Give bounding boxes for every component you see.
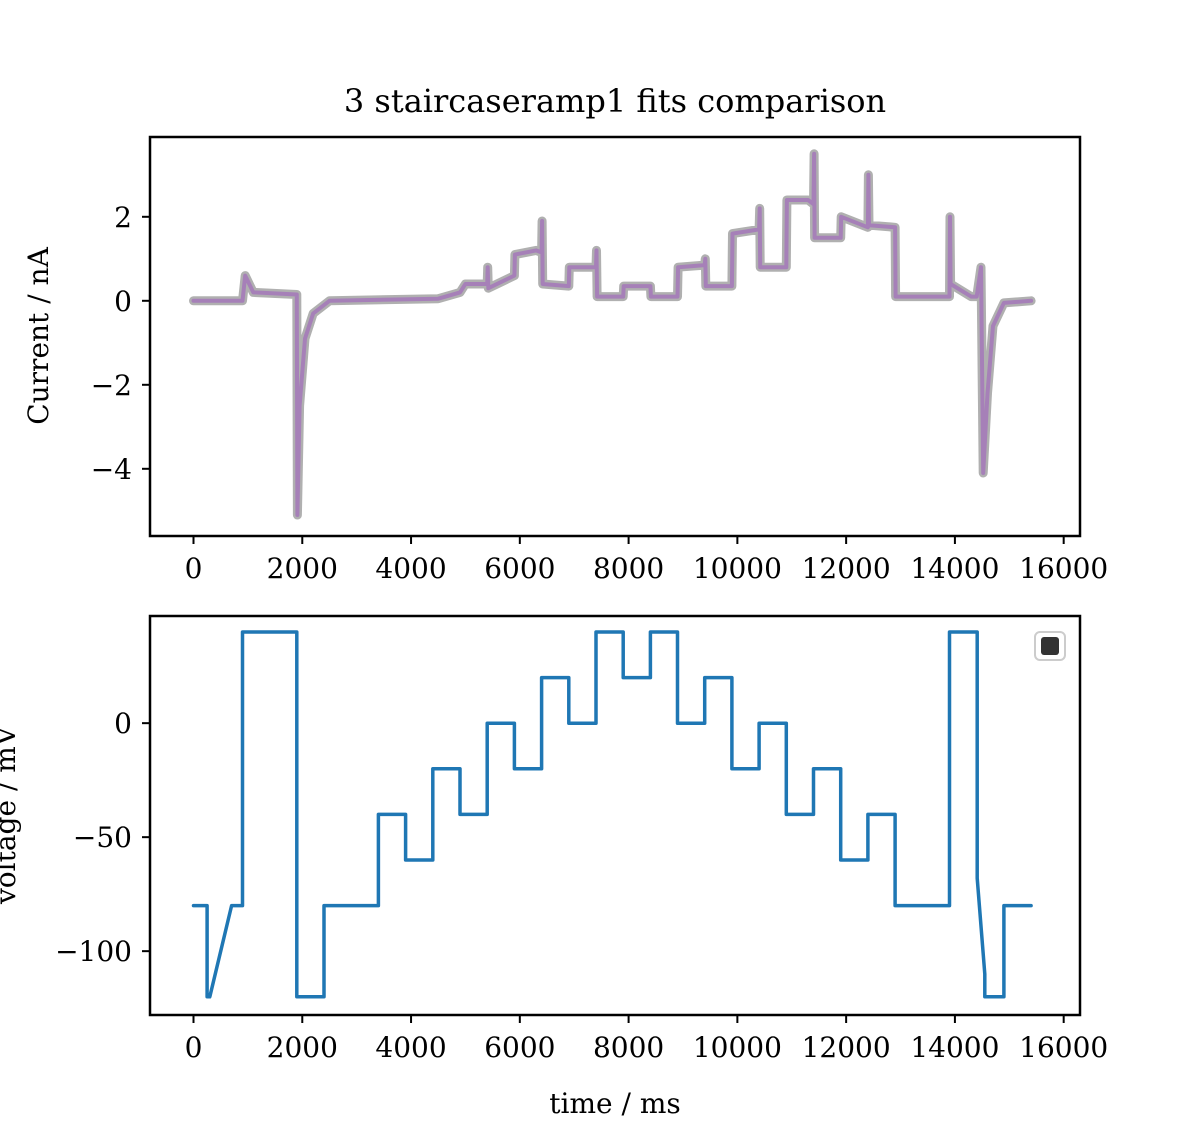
voltage-y-tick-label: −100 <box>55 935 132 968</box>
current-x-tick-label: 12000 <box>802 552 891 585</box>
current-y-axis-label: Current / nA <box>22 246 55 424</box>
current-y-ticks: −4 −2 0 2 <box>91 201 150 486</box>
chart-title: 3 staircaseramp1 fits comparison <box>344 82 886 120</box>
voltage-panel: 0 2000 4000 6000 8000 10000 12000 14000 16000 −1… <box>0 614 1108 1120</box>
current-y-tick-label: −4 <box>91 453 132 486</box>
voltage-x-ticks: 0 2000 4000 6000 8000 10000 12000 14000 16000 <box>185 1015 1108 1064</box>
voltage-axes-frame <box>148 614 1082 1017</box>
voltage-x-tick-label: 10000 <box>693 1031 782 1064</box>
voltage-x-tick-label: 6000 <box>484 1031 555 1064</box>
voltage-x-tick-label: 14000 <box>910 1031 999 1064</box>
current-y-tick-label: −2 <box>91 369 132 402</box>
voltage-x-tick-label: 12000 <box>802 1031 891 1064</box>
current-y-tick-label: 0 <box>114 285 132 318</box>
voltage-x-axis-label: time / ms <box>549 1087 680 1120</box>
current-series-line-0 <box>189 149 1036 520</box>
voltage-x-tick-label: 4000 <box>375 1031 446 1064</box>
voltage-series-line-0 <box>191 630 1033 999</box>
voltage-y-axis-label: voltage / mV <box>0 725 22 905</box>
current-panel: 0 2000 4000 6000 8000 10000 12000 14000 16000 −4… <box>22 135 1108 585</box>
legend-swatch <box>1041 637 1059 655</box>
current-x-tick-label: 0 <box>185 552 203 585</box>
current-plot-area <box>189 149 1036 520</box>
current-x-tick-label: 2000 <box>267 552 338 585</box>
current-x-tick-label: 8000 <box>593 552 664 585</box>
current-x-tick-label: 10000 <box>693 552 782 585</box>
current-x-tick-label: 4000 <box>375 552 446 585</box>
voltage-x-tick-label: 2000 <box>267 1031 338 1064</box>
voltage-x-tick-label: 8000 <box>593 1031 664 1064</box>
current-axes-frame <box>148 135 1082 538</box>
voltage-x-tick-label: 16000 <box>1019 1031 1108 1064</box>
current-series-line-1 <box>191 151 1034 517</box>
voltage-plot-area <box>191 630 1033 999</box>
voltage-y-ticks: −100 −50 0 <box>55 707 150 968</box>
current-x-ticks: 0 2000 4000 6000 8000 10000 12000 14000 16000 <box>185 536 1108 585</box>
legend <box>1034 631 1066 661</box>
voltage-y-tick-label: 0 <box>114 707 132 740</box>
voltage-y-tick-label: −50 <box>73 821 132 854</box>
current-x-tick-label: 6000 <box>484 552 555 585</box>
current-x-tick-label: 16000 <box>1019 552 1108 585</box>
current-y-tick-label: 2 <box>114 201 132 234</box>
current-x-tick-label: 14000 <box>910 552 999 585</box>
voltage-x-tick-label: 0 <box>185 1031 203 1064</box>
